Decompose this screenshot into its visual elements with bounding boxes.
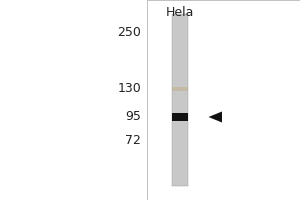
Text: 72: 72 bbox=[125, 134, 141, 146]
Text: 95: 95 bbox=[125, 110, 141, 123]
Bar bbox=[172, 113, 188, 121]
Text: 130: 130 bbox=[117, 82, 141, 95]
Text: 250: 250 bbox=[117, 25, 141, 38]
Text: Hela: Hela bbox=[166, 6, 194, 19]
Bar bbox=[172, 14, 188, 186]
Bar bbox=[172, 87, 188, 91]
Polygon shape bbox=[208, 112, 222, 122]
